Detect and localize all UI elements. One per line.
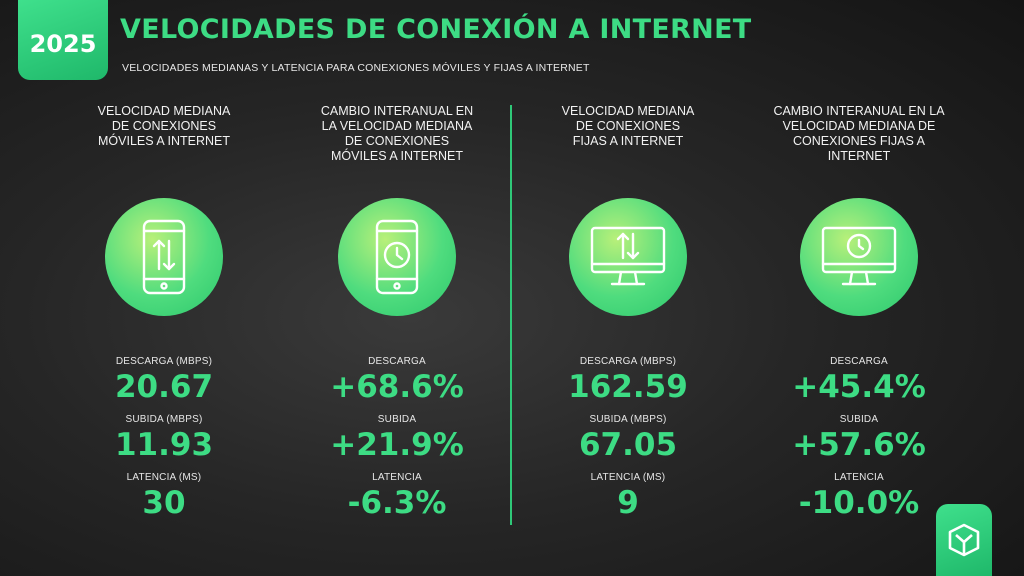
metric-value: 67.05: [578, 427, 678, 463]
metric-value: +21.9%: [330, 427, 464, 463]
column-fixed-speed: VELOCIDAD MEDIANA DE CONEXIONES FIJAS A …: [528, 104, 728, 530]
column-title: VELOCIDAD MEDIANA DE CONEXIONES MÓVILES …: [97, 104, 231, 148]
mobile-transfer-icon: [105, 198, 223, 316]
metric-label: LATENCIA (MS): [126, 472, 202, 483]
metric-label: DESCARGA: [368, 356, 426, 367]
metric-label: LATENCIA (MS): [590, 472, 666, 483]
brand-logo-icon: [936, 504, 992, 576]
metric-value: +57.6%: [792, 427, 926, 463]
column-title: CAMBIO INTERANUAL EN LA VELOCIDAD MEDIAN…: [320, 104, 474, 163]
column-mobile-change: CAMBIO INTERANUAL EN LA VELOCIDAD MEDIAN…: [297, 104, 497, 530]
monitor-clock-icon: [800, 198, 918, 316]
metric-value: -10.0%: [798, 485, 920, 521]
metric-value: -6.3%: [347, 485, 447, 521]
column-title: VELOCIDAD MEDIANA DE CONEXIONES FIJAS A …: [561, 104, 695, 148]
section-divider: [510, 105, 512, 525]
metric-value: 9: [617, 485, 639, 521]
column-fixed-change: CAMBIO INTERANUAL EN LA VELOCIDAD MEDIAN…: [759, 104, 959, 530]
mobile-clock-icon: [338, 198, 456, 316]
metric-label: SUBIDA: [377, 414, 417, 425]
metric-label: DESCARGA: [830, 356, 888, 367]
metric-label: DESCARGA (MBPS): [115, 356, 213, 367]
page-subtitle: VELOCIDADES MEDIANAS Y LATENCIA PARA CON…: [122, 62, 590, 74]
year-badge: 2025: [18, 0, 108, 80]
page-title: VELOCIDADES DE CONEXIÓN A INTERNET: [120, 14, 752, 45]
metric-value: +45.4%: [792, 369, 926, 405]
metric-label: SUBIDA (MBPS): [125, 414, 203, 425]
metric-label: LATENCIA: [372, 472, 422, 483]
monitor-transfer-icon: [569, 198, 687, 316]
column-title: CAMBIO INTERANUAL EN LA VELOCIDAD MEDIAN…: [773, 104, 945, 163]
metric-value: 162.59: [568, 369, 688, 405]
metric-label: SUBIDA (MBPS): [589, 414, 667, 425]
metric-label: DESCARGA (MBPS): [579, 356, 677, 367]
metric-value: +68.6%: [330, 369, 464, 405]
metric-label: SUBIDA: [839, 414, 879, 425]
metric-value: 20.67: [114, 369, 214, 405]
metric-value: 30: [142, 485, 186, 521]
column-mobile-speed: VELOCIDAD MEDIANA DE CONEXIONES MÓVILES …: [64, 104, 264, 530]
metric-label: LATENCIA: [834, 472, 884, 483]
year-label: 2025: [29, 30, 97, 58]
metric-value: 11.93: [114, 427, 214, 463]
